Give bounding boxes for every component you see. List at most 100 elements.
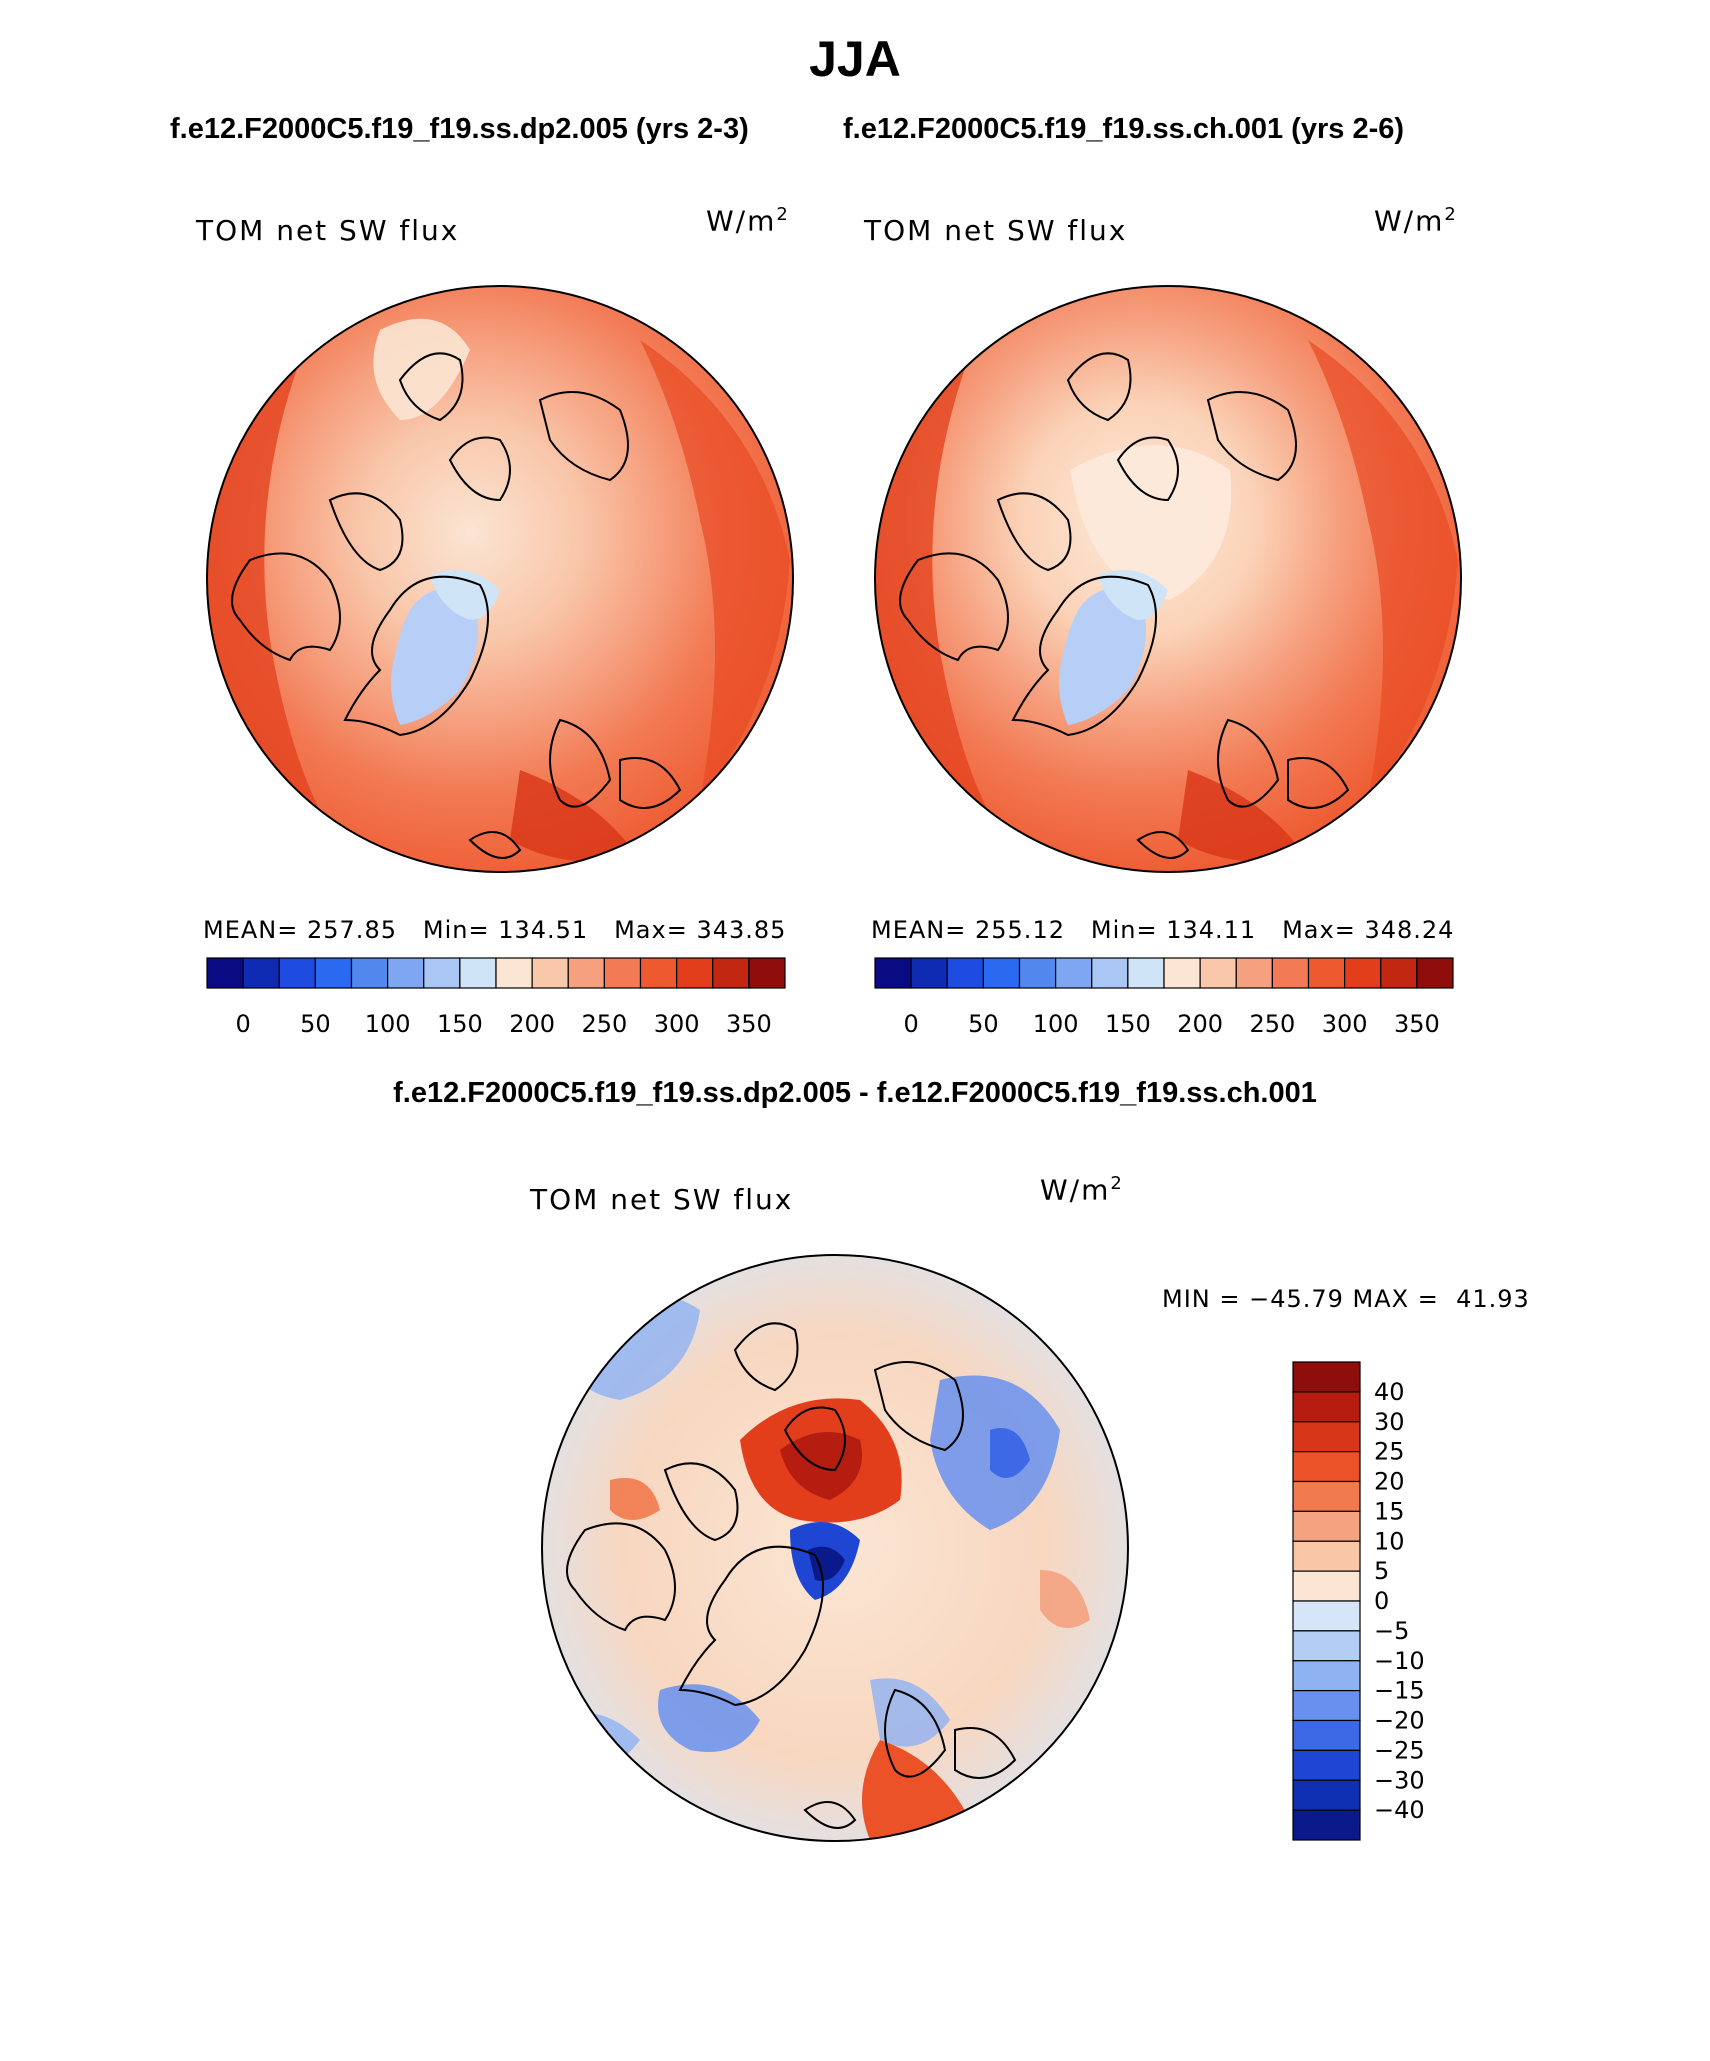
colorbar-right-tick-label: 150 <box>1105 1010 1151 1038</box>
colorbar-diff-swatch <box>1292 1719 1361 1751</box>
colorbar-left-tick-label: 50 <box>300 1010 331 1038</box>
colorbar-right-swatch <box>1127 957 1165 989</box>
colorbar-right-tick-label: 200 <box>1177 1010 1223 1038</box>
colorbar-diff-swatch <box>1292 1510 1361 1542</box>
colorbar-left-swatch <box>748 957 786 989</box>
colorbar-right-tick-label: 0 <box>903 1010 918 1038</box>
colorbar-right-swatch <box>1091 957 1129 989</box>
colorbar-left-tick-label: 150 <box>437 1010 483 1038</box>
colorbar-diff-tick-label: −10 <box>1374 1647 1425 1675</box>
colorbar-diff-swatch <box>1292 1779 1361 1811</box>
max-label: Max= <box>614 916 688 944</box>
colorbar-diff-tick-label: 25 <box>1374 1438 1405 1466</box>
diff-panel-variable: TOM net SW flux <box>530 1183 794 1216</box>
colorbar-diff-swatch <box>1292 1749 1361 1781</box>
colorbar-diff-tick-label: 30 <box>1374 1408 1405 1436</box>
colorbar-diff-tick-label: −40 <box>1374 1796 1425 1824</box>
colorbar-diff-swatch <box>1292 1540 1361 1572</box>
panel-left-stats: MEAN= 257.85 Min= 134.51 Max= 343.85 <box>203 916 786 944</box>
colorbar-left-swatch <box>603 957 642 989</box>
panel-left-units: W/m2 <box>706 204 788 237</box>
colorbar-right-tick-label: 350 <box>1394 1010 1440 1038</box>
colorbar-diff-tick-label: −25 <box>1374 1736 1425 1764</box>
colorbar-diff-swatch <box>1292 1361 1361 1393</box>
colorbar-diff-tick-label: −5 <box>1374 1617 1409 1645</box>
colorbar-left-swatch <box>495 957 533 989</box>
colorbar-left-swatch <box>206 957 244 989</box>
colorbar-diff-tick-label: −20 <box>1374 1707 1425 1735</box>
colorbar-right-tick-label: 100 <box>1033 1010 1079 1038</box>
units-text: W/m <box>706 204 777 238</box>
colorbar-right-tick-label: 50 <box>968 1010 999 1038</box>
colorbar-right-tick-label: 300 <box>1322 1010 1368 1038</box>
colorbar-left-swatch <box>712 957 750 989</box>
colorbar-diff-swatch <box>1292 1809 1361 1841</box>
min-label: Min= <box>422 916 490 944</box>
colorbar-left-swatch <box>567 957 605 989</box>
colorbar-left-swatch <box>639 957 678 989</box>
colorbar-right-swatch <box>1416 957 1454 989</box>
diff-minmax: MIN = −45.79 MAX = 41.93 <box>1162 1285 1530 1313</box>
colorbar-left-swatch <box>314 957 353 989</box>
colorbar-left-swatch <box>242 957 280 989</box>
colorbar-diff-swatch <box>1292 1391 1361 1423</box>
panel-right-units: W/m2 <box>1374 204 1456 237</box>
mean-label: MEAN= <box>203 916 299 944</box>
min-value: 134.11 <box>1166 916 1257 944</box>
colorbar-left-tick-label: 300 <box>654 1010 700 1038</box>
colorbar-left-tick-label: 200 <box>509 1010 555 1038</box>
colorbar-left-tick-label: 350 <box>726 1010 772 1038</box>
diff-panel-units: W/m2 <box>1040 1173 1122 1206</box>
colorbar-left-swatch <box>423 957 461 989</box>
colorbar-diff-tick-label: 20 <box>1374 1468 1405 1496</box>
colorbar-diff-swatch <box>1292 1630 1361 1662</box>
min-label: Min= <box>1090 916 1158 944</box>
case-left-label: f.e12.F2000C5.f19_f19.ss.dp2.005 (yrs 2-… <box>170 113 749 145</box>
case-right-label: f.e12.F2000C5.f19_f19.ss.ch.001 (yrs 2-6… <box>843 113 1405 145</box>
colorbar-right-swatch <box>1380 957 1418 989</box>
colorbar-diff-swatch <box>1292 1421 1361 1453</box>
units-text: W/m <box>1040 1173 1111 1207</box>
map-difference <box>541 1254 1129 1842</box>
colorbar-left-swatch <box>676 957 714 989</box>
colorbar-right-swatch <box>946 957 984 989</box>
colorbar-right-swatch <box>982 957 1021 989</box>
units-text: W/m <box>1374 204 1445 238</box>
colorbar-diff-swatch <box>1292 1570 1361 1602</box>
colorbar-right-swatch <box>1199 957 1237 989</box>
colorbar-diff-swatch <box>1292 1451 1361 1483</box>
panel-right-stats: MEAN= 255.12 Min= 134.11 Max= 348.24 <box>871 916 1454 944</box>
units-exponent: 2 <box>776 204 788 225</box>
colorbar-right-swatch <box>874 957 912 989</box>
colorbar-right-swatch <box>1235 957 1273 989</box>
colorbar-right-swatch <box>1018 957 1057 989</box>
colorbar-left: 0 50 100 150 200 250 300 350 <box>206 957 786 1038</box>
max-value: 348.24 <box>1364 916 1455 944</box>
colorbar-right-swatch <box>1344 957 1382 989</box>
max-value: 343.85 <box>696 916 787 944</box>
colorbar-right-swatch <box>1271 957 1310 989</box>
colorbar-left-swatch <box>531 957 569 989</box>
colorbar-diff-swatch <box>1292 1600 1361 1632</box>
colorbar-diff-tick-label: 15 <box>1374 1497 1405 1525</box>
colorbar-left-tick-label: 0 <box>235 1010 250 1038</box>
colorbar-diff-tick-label: 10 <box>1374 1527 1405 1555</box>
colorbar-diff-tick-label: −15 <box>1374 1677 1425 1705</box>
season-title: JJA <box>809 31 901 87</box>
colorbar-diff-swatch <box>1292 1480 1361 1512</box>
mean-value: 255.12 <box>975 916 1065 944</box>
colorbar-diff-swatch <box>1292 1690 1361 1722</box>
colorbar-right: 0 50 100 150 200 250 300 350 <box>874 957 1454 1038</box>
colorbar-right-swatch <box>1307 957 1346 989</box>
max-label: Max= <box>1282 916 1356 944</box>
panel-left-variable: TOM net SW flux <box>196 214 460 247</box>
colorbar-right-swatch <box>910 957 948 989</box>
colorbar-left-tick-label: 100 <box>365 1010 411 1038</box>
colorbar-left-swatch <box>387 957 425 989</box>
mean-value: 257.85 <box>307 916 397 944</box>
colorbar-diff-swatch <box>1292 1660 1361 1692</box>
min-value: 134.51 <box>498 916 589 944</box>
colorbar-left-swatch <box>459 957 497 989</box>
